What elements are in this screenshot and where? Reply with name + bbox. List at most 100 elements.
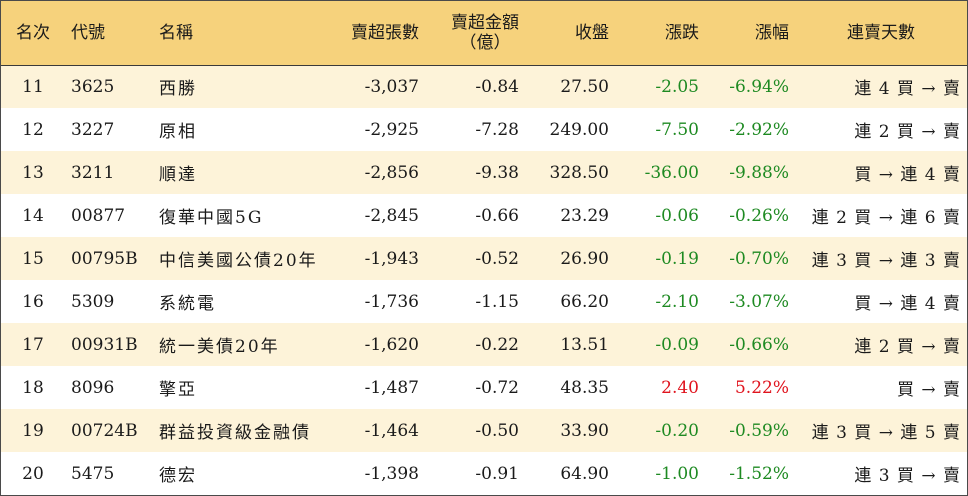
header-net-sell-shares: 賣超張數 <box>351 22 419 43</box>
rank-cell: 19 <box>22 420 44 441</box>
change-pct-cell: -0.59% <box>729 420 789 441</box>
name-cell: 德宏 <box>159 466 197 486</box>
net-sell-amount-cell: -0.91 <box>475 463 519 484</box>
name-cell: 統一美債20年 <box>159 337 280 357</box>
table-row: 19 00724B 群益投資級金融債 -1,464 -0.50 33.90 -0.20 -0.… <box>1 409 967 452</box>
net-sell-shares-cell: -1,620 <box>364 334 419 355</box>
net-sell-shares-cell: -1,398 <box>364 463 419 484</box>
header-change-pct: 漲幅 <box>755 22 789 43</box>
close-cell: 23.29 <box>560 205 609 226</box>
rank-cell: 14 <box>22 205 44 226</box>
close-cell: 328.50 <box>549 162 609 183</box>
streak-cell: 買 → 賣 <box>896 380 961 400</box>
net-sell-amount-cell: -0.72 <box>475 377 519 398</box>
close-cell: 27.50 <box>560 76 609 97</box>
rank-cell: 15 <box>22 248 44 269</box>
net-sell-amount-cell: -0.84 <box>475 76 519 97</box>
net-sell-shares-cell: -1,464 <box>364 420 419 441</box>
net-sell-amount-cell: -9.38 <box>475 162 519 183</box>
net-sell-shares-cell: -1,943 <box>364 248 419 269</box>
net-sell-shares-cell: -1,487 <box>364 377 419 398</box>
change-pct-cell: -6.94% <box>729 76 789 97</box>
streak-cell: 連 2 買 → 連 6 賣 <box>811 208 961 228</box>
rank-cell: 11 <box>22 76 44 97</box>
name-cell: 系統電 <box>159 294 216 314</box>
net-sell-shares-cell: -1,736 <box>364 291 419 312</box>
code-cell: 00795B <box>71 248 138 269</box>
net-sell-amount-cell: -0.66 <box>475 205 519 226</box>
close-cell: 64.90 <box>560 463 609 484</box>
change-cell: -36.00 <box>644 162 699 183</box>
change-cell: -2.10 <box>655 291 699 312</box>
net-sell-amount-cell: -0.22 <box>475 334 519 355</box>
header-name: 名稱 <box>159 22 193 43</box>
header-close: 收盤 <box>575 22 609 43</box>
header-net-sell-amount-line1: 賣超金額 <box>451 12 519 33</box>
name-cell: 西勝 <box>159 79 197 100</box>
net-sell-amount-cell: -0.52 <box>475 248 519 269</box>
streak-cell: 連 2 買 → 賣 <box>854 122 961 142</box>
header-code: 代號 <box>71 22 105 43</box>
table-row: 15 00795B 中信美國公債20年 -1,943 -0.52 26.90 -0.19 -0… <box>1 237 967 280</box>
streak-cell: 連 4 買 → 賣 <box>854 79 961 100</box>
rank-cell: 20 <box>22 463 44 484</box>
close-cell: 48.35 <box>560 377 609 398</box>
change-cell: -7.50 <box>655 119 699 140</box>
streak-cell: 連 2 買 → 賣 <box>854 337 961 357</box>
close-cell: 26.90 <box>560 248 609 269</box>
close-cell: 13.51 <box>560 334 609 355</box>
table-row: 14 00877 復華中國5G -2,845 -0.66 23.29 -0.06 -0.26%… <box>1 194 967 237</box>
name-cell: 原相 <box>159 122 197 142</box>
code-cell: 3625 <box>71 76 115 97</box>
code-cell: 8096 <box>71 377 115 398</box>
change-pct-cell: -1.52% <box>729 463 789 484</box>
change-pct-cell: -9.88% <box>729 162 789 183</box>
rank-cell: 17 <box>22 334 44 355</box>
streak-cell: 買 → 連 4 賣 <box>854 294 961 314</box>
table-row: 12 3227 原相 -2,925 -7.28 249.00 -7.50 -2.92% 連 2 … <box>1 108 967 151</box>
code-cell: 5475 <box>71 463 115 484</box>
header-change: 漲跌 <box>665 22 699 43</box>
streak-cell: 連 3 買 → 連 5 賣 <box>811 423 961 443</box>
name-cell: 順達 <box>159 165 197 185</box>
table-row: 17 00931B 統一美債20年 -1,620 -0.22 13.51 -0.09 -0.6… <box>1 323 967 366</box>
table-row: 13 3211 順達 -2,856 -9.38 328.50 -36.00 -9.88% 買 →… <box>1 151 967 194</box>
table-row: 18 8096 擎亞 -1,487 -0.72 48.35 2.40 5.22% 買 → 賣 <box>1 366 967 409</box>
net-sell-amount-cell: -0.50 <box>475 420 519 441</box>
change-cell: -1.00 <box>655 463 699 484</box>
name-cell: 復華中國5G <box>159 208 264 228</box>
code-cell: 5309 <box>71 291 115 312</box>
net-sell-amount-cell: -7.28 <box>475 119 519 140</box>
rank-cell: 12 <box>22 119 44 140</box>
table-row: 11 3625 西勝 -3,037 -0.84 27.50 -2.05 -6.94% 連 4 買… <box>1 65 967 108</box>
net-sell-shares-cell: -3,037 <box>364 76 419 97</box>
table-body: 11 3625 西勝 -3,037 -0.84 27.50 -2.05 -6.94% 連 4 買… <box>1 65 967 495</box>
change-cell: 2.40 <box>661 377 699 398</box>
change-pct-cell: -2.92% <box>729 119 789 140</box>
close-cell: 249.00 <box>549 119 609 140</box>
net-sell-shares-cell: -2,845 <box>364 205 419 226</box>
code-cell: 00724B <box>71 420 138 441</box>
name-cell: 中信美國公債20年 <box>159 251 318 271</box>
streak-cell: 買 → 連 4 賣 <box>854 165 961 185</box>
change-cell: -0.20 <box>655 420 699 441</box>
code-cell: 00931B <box>71 334 138 355</box>
name-cell: 擎亞 <box>159 380 197 400</box>
header-net-sell-amount: 賣超金額 （億） <box>425 1 525 65</box>
close-cell: 33.90 <box>560 420 609 441</box>
table-row: 20 5475 德宏 -1,398 -0.91 64.90 -1.00 -1.52% 連 3 買… <box>1 452 967 495</box>
streak-cell: 連 3 買 → 賣 <box>854 466 961 486</box>
header-rank: 名次 <box>16 22 50 43</box>
rank-cell: 16 <box>22 291 44 312</box>
code-cell: 3227 <box>71 119 115 140</box>
change-pct-cell: -3.07% <box>729 291 789 312</box>
change-pct-cell: -0.70% <box>729 248 789 269</box>
net-sell-shares-cell: -2,925 <box>364 119 419 140</box>
change-pct-cell: 5.22% <box>734 377 789 398</box>
rank-cell: 18 <box>22 377 44 398</box>
header-net-sell-amount-line2: （億） <box>459 32 511 53</box>
code-cell: 00877 <box>71 205 126 226</box>
header-streak: 連賣天數 <box>847 22 915 43</box>
